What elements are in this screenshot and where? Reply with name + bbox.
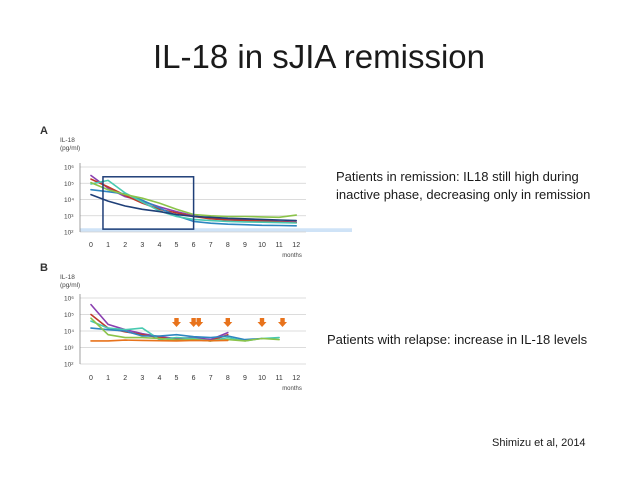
panel-b-series-line (90, 327, 263, 341)
panel-a-xtick-label: 8 (226, 242, 230, 249)
panel-a-xtick-label: 10 (258, 242, 266, 249)
panel-a-highlight-box (102, 176, 195, 230)
panel-b-xtick-label: 8 (226, 375, 230, 382)
panel-b-ytick-label: 10⁴ (64, 329, 74, 336)
panel-a-ytick-label: 10⁴ (64, 197, 74, 204)
panel-b-xtick-label: 0 (89, 375, 93, 382)
panel-b-relapse-arrow (194, 318, 204, 327)
panel-a-normal-band (80, 228, 352, 232)
panel-b-xtick-label: 4 (157, 375, 161, 382)
panel-b-xtick-label: 5 (175, 375, 179, 382)
panel-b-xtick-label: 11 (275, 375, 282, 382)
panel-a-xtick-label: 3 (140, 242, 144, 249)
panel-a-xtick-label: 12 (292, 242, 300, 249)
panel-a-xtick-label: 11 (275, 242, 282, 249)
panel-b-xtick-label: 10 (258, 375, 266, 382)
panel-b-ytick-label: 10² (64, 362, 74, 369)
panel-b-xtick-label: 6 (192, 375, 196, 382)
panel-a-ylabel-1: IL-18 (60, 137, 75, 144)
panel-b-xtick-label: 2 (123, 375, 127, 382)
panel-a-ytick-label: 10⁵ (64, 181, 74, 188)
panel-a-xtick-label: 1 (106, 242, 110, 249)
remission-note: Patients in remission: IL18 still high d… (336, 168, 590, 204)
remission-note-line-1: Patients in remission: IL18 still high d… (336, 169, 579, 184)
panel-b-relapse-arrow (278, 318, 288, 327)
panel-a-ytick-label: 10³ (64, 213, 74, 220)
panel-b-ytick-label: 10⁶ (64, 296, 74, 303)
panel-b-series-line (90, 339, 229, 342)
panel-b-xtick-label: 12 (292, 375, 300, 382)
panel-b-xtick-label: 1 (106, 375, 110, 382)
panel-a-xtick-label: 7 (209, 242, 213, 249)
panel-b-xlabel: months (282, 386, 302, 392)
panel-a-ylabel-2: (pg/ml) (60, 145, 81, 152)
relapse-note: Patients with relapse: increase in IL-18… (327, 332, 588, 347)
slide-title: IL-18 in sJIA remission (153, 38, 485, 75)
panel-b-ytick-label: 10⁵ (64, 312, 74, 319)
panel-a-xtick-label: 4 (157, 242, 161, 249)
remission-note-line-2: inactive phase, decreasing only in remis… (336, 187, 591, 202)
panel-b-ylabel-1: IL-18 (60, 274, 75, 281)
panel-a-xlabel: months (282, 253, 302, 259)
panel-b-relapse-arrow (189, 318, 199, 327)
panel-b-xtick-label: 3 (140, 375, 144, 382)
panel-a-xtick-label: 9 (243, 242, 247, 249)
panel-a-xtick-label: 0 (89, 242, 93, 249)
panel-b-relapse-arrow (257, 318, 267, 327)
panel-b-series-line (90, 303, 229, 341)
panel-b-label: B (40, 262, 48, 274)
citation: Shimizu et al, 2014 (492, 437, 586, 449)
panel-b-relapse-arrow (172, 318, 181, 327)
panel-a-ytick-label: 10² (64, 230, 74, 237)
panel-a-xtick-label: 6 (192, 242, 196, 249)
panel-b-ytick-label: 10³ (64, 345, 74, 352)
panel-b-xtick-label: 7 (209, 375, 213, 382)
panel-a-xtick-label: 5 (175, 242, 179, 249)
panel-a-ytick-label: 10⁶ (64, 165, 74, 172)
panel-b-ylabel-2: (pg/ml) (60, 282, 81, 289)
panel-a-label: A (40, 125, 48, 137)
panel-b-relapse-arrow (223, 318, 233, 327)
panel-a-xtick-label: 2 (123, 242, 127, 249)
panel-b-xtick-label: 9 (243, 375, 247, 382)
